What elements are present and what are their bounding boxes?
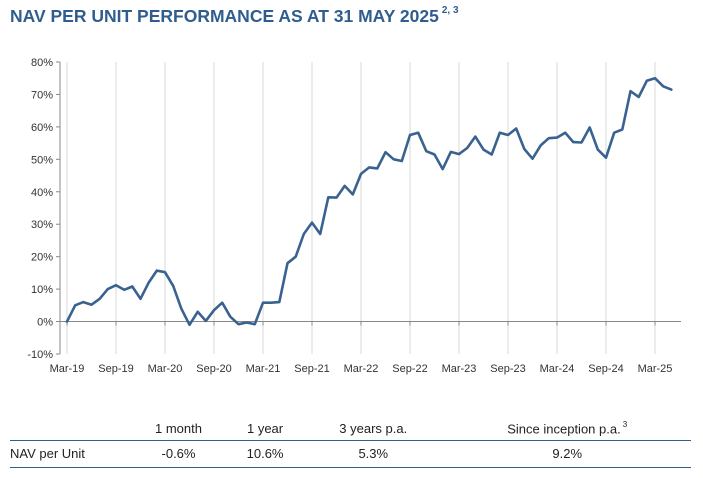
x-tick-label: Mar-21 (246, 363, 281, 375)
x-tick-label: Sep-22 (392, 363, 427, 375)
table-row: NAV per Unit -0.6% 10.6% 5.3% 9.2% (10, 441, 691, 468)
x-axis-ticks: Mar-19 Sep-19 Mar-20 Sep-20 Mar-21 Sep-21 Mar-… (50, 321, 673, 375)
table-header-since-inception: Since inception p.a. 3 (507, 420, 628, 437)
y-tick-label: 80% (31, 57, 53, 69)
table-header-3-years: 3 years p.a. (339, 421, 408, 437)
grid-lines (66, 62, 656, 354)
x-tick-label: Mar-20 (148, 363, 183, 375)
cell-since-inception: 9.2% (552, 446, 583, 462)
y-tick-label: -10% (27, 349, 53, 361)
table-header-row: 1 month 1 year 3 years p.a. Since incept… (10, 418, 691, 441)
cell-3-years: 5.3% (358, 446, 389, 462)
table-header-blank (10, 418, 130, 441)
x-tick-label: Mar-23 (442, 363, 477, 375)
table-header-1-year: 1 year (246, 421, 284, 437)
row-label-nav-per-unit: NAV per Unit (10, 446, 85, 462)
y-tick-label: 70% (31, 89, 53, 101)
x-tick-label: Mar-22 (344, 363, 379, 375)
x-tick-label: Sep-24 (588, 363, 623, 375)
cell-1-month: -0.6% (161, 446, 196, 462)
table-header-1-month: 1 month (155, 421, 202, 437)
y-axis-ticks: -10% 0% 10% 20% 30% 40% 50% 60% 70% 80% (27, 57, 60, 361)
title-footnote: 2, 3 (441, 5, 459, 17)
chart-title: NAV PER UNIT PERFORMANCE AS AT 31 MAY 20… (10, 5, 459, 26)
performance-table: 1 month 1 year 3 years p.a. Since incept… (10, 418, 691, 468)
y-tick-label: 30% (31, 219, 53, 231)
series-line-layer (65, 76, 673, 327)
x-tick-label: Mar-24 (540, 363, 575, 375)
y-tick-label: 20% (31, 252, 53, 264)
series-line-nav-per-unit (65, 76, 673, 327)
y-tick-label: 50% (31, 154, 53, 166)
axes (59, 62, 681, 354)
since-inception-footnote: 3 (622, 420, 628, 429)
x-tick-label: Mar-19 (50, 363, 85, 375)
y-tick-label: 10% (31, 284, 53, 296)
x-tick-label: Sep-21 (294, 363, 329, 375)
y-tick-label: 40% (31, 187, 53, 199)
y-tick-label: 0% (37, 317, 53, 329)
x-tick-label: Mar-25 (638, 363, 673, 375)
nav-performance-chart: -10% 0% 10% 20% 30% 40% 50% 60% 70% 80% Mar-19 Sep… (27, 57, 681, 375)
y-tick-label: 60% (31, 122, 53, 134)
x-tick-label: Sep-19 (98, 363, 133, 375)
x-tick-label: Sep-20 (196, 363, 231, 375)
cell-1-year: 10.6% (246, 446, 284, 462)
x-tick-label: Sep-23 (490, 363, 525, 375)
